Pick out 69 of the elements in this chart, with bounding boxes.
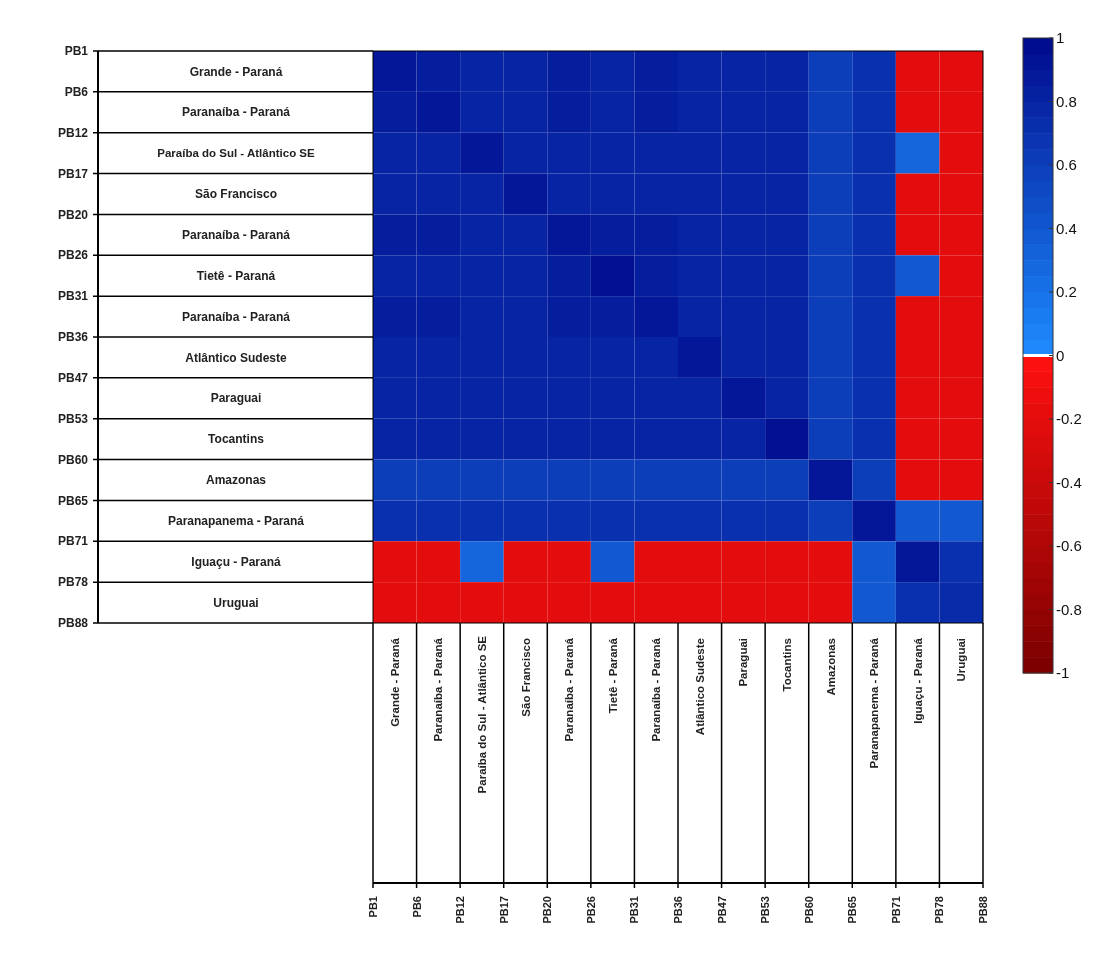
text: PB1 [367, 896, 379, 918]
y-tick-label: Paraíba do Sul - Atlântico SE [157, 147, 316, 160]
y-tick-label: Uruguai [213, 595, 259, 610]
y-tick-label: Paraguai [210, 391, 262, 406]
text: PB60 [57, 452, 88, 467]
x-tick-label: Paranapanema - Paraná [868, 637, 881, 769]
color-bar-label: -0.4 [1056, 473, 1082, 491]
text: PB6 [410, 896, 423, 918]
text: PB65 [846, 896, 859, 924]
y-tick-label: Tocantins [208, 432, 265, 447]
text: PB71 [889, 896, 902, 924]
x-tick-label: Grande - Paraná [388, 637, 401, 727]
text: PB53 [57, 411, 88, 426]
y-tick-label: Grande - Paraná [189, 64, 283, 79]
x-tick-label: Paraguai [737, 638, 750, 687]
color-bar-label: -1 [1056, 664, 1070, 682]
color-bar-label: 0 [1056, 346, 1065, 364]
x-tick-label: Amazonas [824, 638, 837, 696]
text: PB31 [57, 289, 88, 304]
y-tick-label: Amazonas [205, 473, 267, 488]
y-tick-label: Paranaíba - Paraná [181, 309, 291, 324]
text: PB53 [759, 896, 772, 924]
text: PB17 [497, 896, 510, 924]
text: PB36 [672, 896, 684, 924]
text: PB47 [715, 896, 728, 924]
y-tick-label: Paranapanema - Paraná [167, 514, 305, 529]
x-tick-label: Paranaíba - Paraná [563, 637, 576, 742]
text: PB12 [57, 125, 88, 140]
text: PB12 [454, 896, 467, 924]
color-bar-label: -0.2 [1056, 410, 1082, 428]
y-tick-label: São Francisco [194, 187, 278, 202]
x-tick-label: Paraíba do Sul - Atlântico SE [475, 635, 488, 794]
text: PB71 [57, 534, 88, 549]
y-tick-label: Tietê - Paraná [196, 268, 276, 283]
text: PB47 [57, 371, 88, 386]
y-tick-label: Paranaíba - Paraná [181, 105, 291, 120]
color-bar-label: 0.2 [1056, 283, 1077, 301]
text: PB26 [57, 248, 88, 263]
y-tick-label: Paranaíba - Paraná [181, 228, 291, 243]
text: PB17 [57, 166, 88, 181]
x-tick-label: Paranaíba - Paraná [432, 637, 445, 742]
x-tick-label: Tietê - Paraná [606, 637, 619, 714]
text: PB60 [802, 896, 815, 924]
color-bar-label: -0.6 [1056, 537, 1082, 555]
text: PB20 [57, 207, 88, 222]
y-tick-label: Iguaçu - Paraná [191, 554, 281, 569]
color-bar-label: -0.8 [1056, 600, 1082, 618]
text: PB31 [628, 896, 641, 924]
x-tick-label: São Francisco [519, 638, 532, 717]
text: PB88 [977, 896, 989, 924]
text: PB26 [584, 896, 597, 924]
text: PB65 [57, 493, 88, 508]
color-bar-label: 0.4 [1056, 219, 1077, 237]
color-bar-label: 0.6 [1056, 156, 1077, 174]
color-bar-label: 1 [1056, 29, 1065, 47]
text: PB36 [57, 330, 88, 345]
text: PB78 [933, 896, 946, 924]
x-tick-label: Uruguai [955, 638, 968, 682]
x-tick-label: Tocantins [780, 638, 793, 692]
text: PB20 [541, 896, 554, 924]
text: PB1 [64, 44, 88, 59]
color-bar-label: 0.8 [1056, 92, 1077, 110]
x-tick-label: Iguaçu - Paraná [911, 637, 924, 724]
text: PB6 [64, 85, 88, 100]
x-tick-label: Atlântico Sudeste [693, 638, 706, 736]
text: PB88 [57, 616, 88, 631]
text: PB78 [57, 575, 88, 590]
x-tick-label: Paranaíba - Paraná [650, 637, 663, 742]
y-tick-label: Atlântico Sudeste [185, 350, 287, 365]
